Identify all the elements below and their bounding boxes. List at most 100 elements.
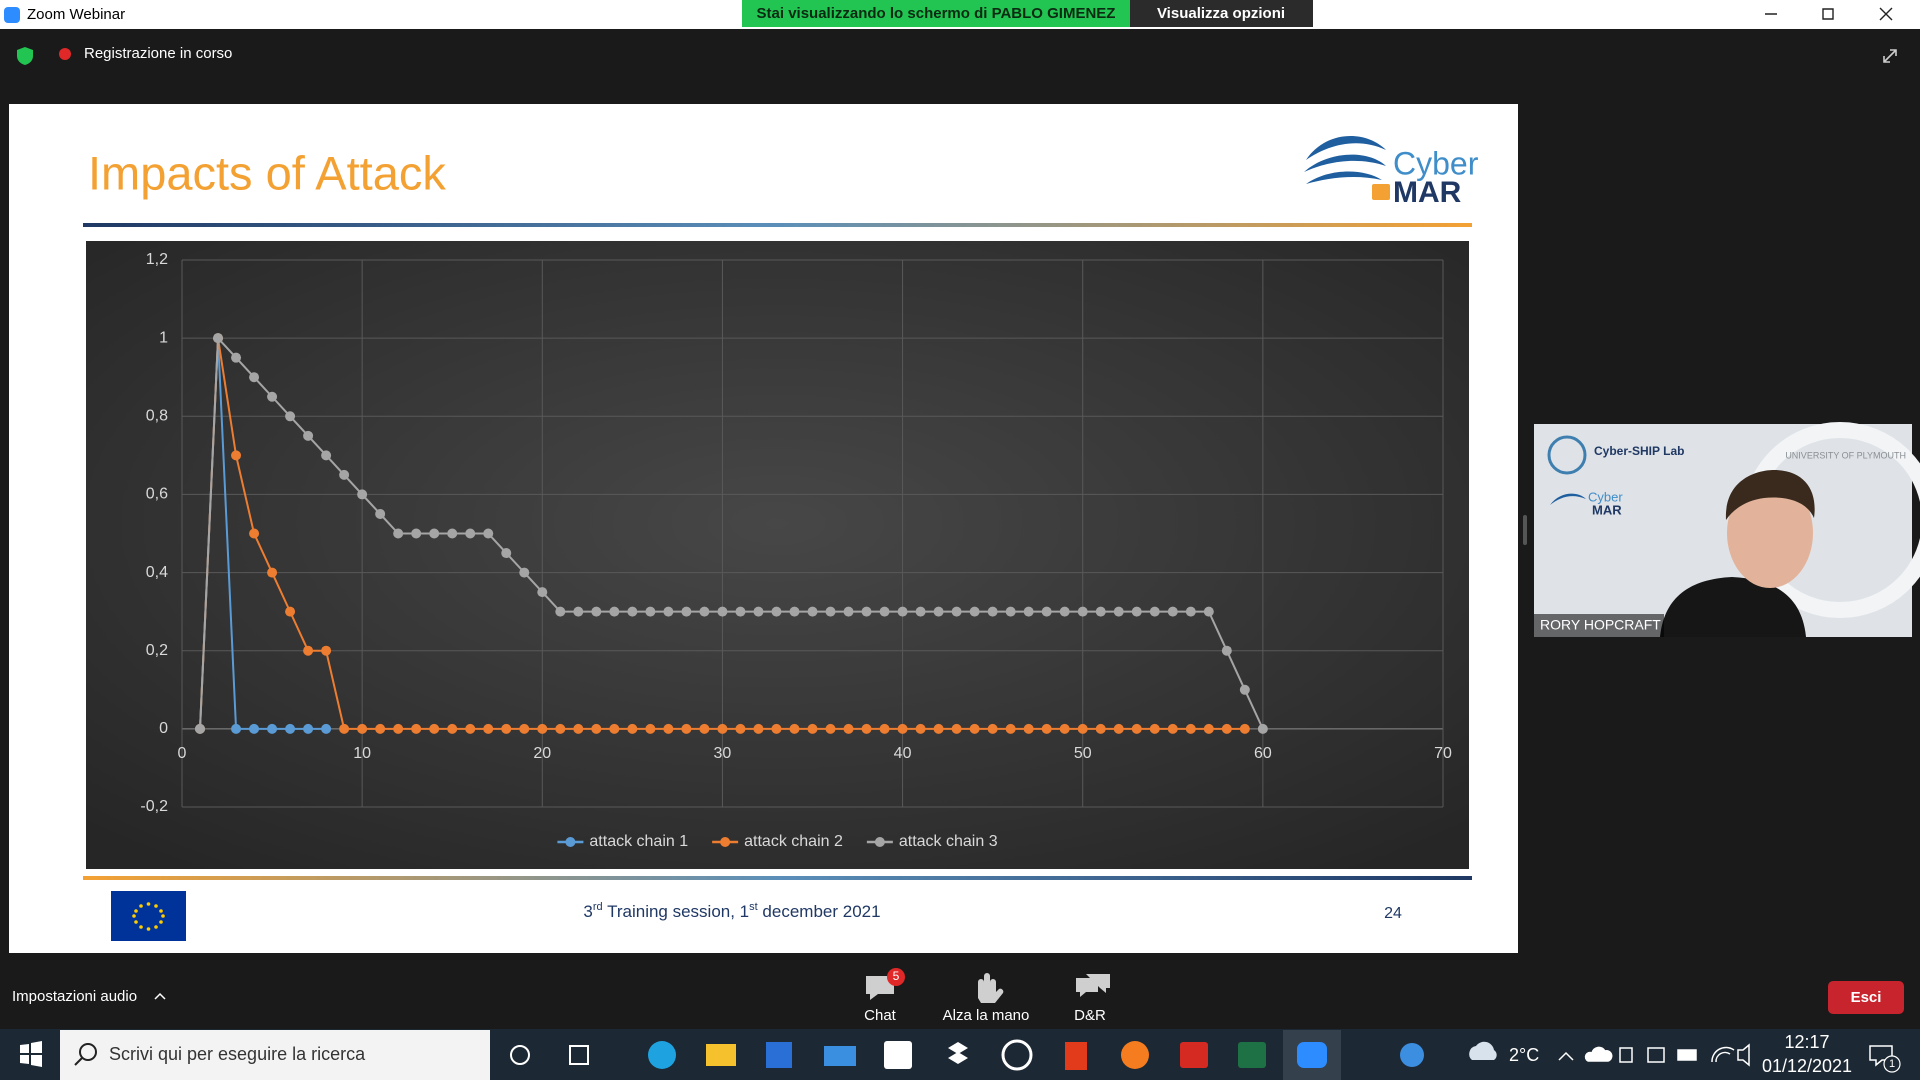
view-options[interactable]: [1130, 0, 1313, 27]
explorer-icon[interactable]: [706, 1044, 736, 1066]
clock-time[interactable]: 12:17: [1784, 1032, 1829, 1052]
mail-icon[interactable]: [824, 1046, 856, 1066]
data-point: [951, 606, 962, 617]
legend-marker: [874, 837, 885, 847]
clock-date[interactable]: 01/12/2021: [1762, 1056, 1852, 1076]
fullscreen-icon[interactable]: [1883, 49, 1897, 63]
slide-number: 24: [1384, 905, 1402, 922]
data-point: [429, 723, 440, 734]
zoom-taskbar-icon[interactable]: [1297, 1042, 1327, 1068]
chart: -0,2 0 0,2 0,4 0,6 0,8 1 1,2 0 10 20 30 40 50 60 70 atta…: [140, 251, 1452, 850]
search-icon-handle: [74, 1057, 83, 1066]
data-point: [231, 450, 242, 461]
search-placeholder[interactable]: Scrivi qui per eseguire la ricerca: [109, 1044, 366, 1064]
cybermar-logo: Cyber MAR: [1304, 136, 1479, 209]
data-point: [681, 606, 692, 617]
app-icon[interactable]: [1001, 1039, 1033, 1071]
data-point: [879, 606, 890, 617]
notification-icon[interactable]: [1869, 1045, 1893, 1067]
firefox-icon[interactable]: [1121, 1041, 1149, 1069]
legend: attack chain 1 attack chain 2 attack chain…: [557, 833, 998, 850]
office-icon[interactable]: [1065, 1042, 1087, 1070]
acrobat-icon[interactable]: [1180, 1042, 1208, 1068]
chat-label[interactable]: Chat: [864, 1007, 897, 1024]
data-point: [1059, 723, 1070, 734]
data-point: [861, 606, 872, 617]
data-point: [645, 723, 656, 734]
data-point: [303, 723, 314, 734]
raise-hand-icon[interactable]: [978, 973, 1004, 1003]
data-point: [465, 528, 476, 539]
cortana-icon[interactable]: [510, 1045, 530, 1065]
data-point: [1149, 606, 1160, 617]
search-icon: [79, 1043, 97, 1061]
data-point: [1077, 606, 1088, 617]
audio-caret[interactable]: [154, 992, 166, 1000]
person-head: [1727, 478, 1813, 588]
eu-stars: [132, 902, 165, 931]
search-box[interactable]: [60, 1030, 490, 1080]
data-point: [933, 606, 944, 617]
leave-label[interactable]: Esci: [1851, 989, 1882, 1006]
data-point: [699, 606, 710, 617]
data-point: [249, 723, 260, 734]
panel-splitter[interactable]: [1523, 515, 1527, 545]
tray-expand[interactable]: [1558, 1051, 1574, 1061]
x-tick-label: 20: [533, 745, 551, 762]
data-point: [447, 528, 458, 539]
data-point: [231, 352, 242, 363]
window-controls[interactable]: [1765, 7, 1893, 21]
chat-icon[interactable]: [866, 976, 894, 1000]
audio-settings[interactable]: Impostazioni audio: [12, 988, 137, 1005]
data-point: [717, 723, 728, 734]
data-point: [321, 645, 332, 656]
person-body: [1660, 577, 1806, 637]
excel-icon[interactable]: [1238, 1042, 1266, 1068]
data-point: [1221, 645, 1232, 656]
logo-waves: [1304, 136, 1386, 184]
weather-temp[interactable]: 2°C: [1509, 1045, 1539, 1065]
data-point: [789, 606, 800, 617]
data-point: [753, 606, 764, 617]
data-point: [501, 723, 512, 734]
qa-icon[interactable]: [1076, 974, 1110, 997]
zoom-icon: [4, 7, 20, 23]
data-point: [1131, 723, 1142, 734]
view-options-label[interactable]: Visualizza opzioni: [1157, 5, 1285, 22]
dropbox-icon[interactable]: [948, 1042, 968, 1064]
task-view-icon[interactable]: [569, 1045, 589, 1065]
data-point: [663, 723, 674, 734]
tray-icons[interactable]: [1584, 1043, 1750, 1067]
data-point: [321, 723, 332, 734]
data-point: [339, 469, 350, 480]
qa-label[interactable]: D&R: [1074, 1007, 1106, 1024]
data-point: [303, 430, 314, 441]
data-point: [1059, 606, 1070, 617]
data-point: [429, 528, 440, 539]
chat-badge: [887, 968, 905, 986]
amazon-icon[interactable]: [884, 1041, 912, 1069]
data-point: [1239, 684, 1250, 695]
data-point: [1041, 723, 1052, 734]
leave-button[interactable]: [1828, 981, 1904, 1014]
data-point: [1005, 723, 1016, 734]
logo-waves: [1550, 493, 1586, 505]
data-point: [537, 723, 548, 734]
legend-marker: [720, 837, 731, 847]
raise-hand-label[interactable]: Alza la mano: [943, 1007, 1030, 1024]
security-icon[interactable]: [17, 47, 33, 65]
data-point: [537, 587, 548, 598]
data-point: [483, 723, 494, 734]
data-point: [267, 391, 278, 402]
weather-icon[interactable]: [1469, 1041, 1497, 1060]
store-icon[interactable]: [766, 1042, 792, 1068]
data-point: [573, 723, 584, 734]
data-point: [1077, 723, 1088, 734]
data-point: [681, 723, 692, 734]
data-point: [591, 606, 602, 617]
start-button[interactable]: [20, 1041, 42, 1067]
data-point: [573, 606, 584, 617]
edge-icon[interactable]: [648, 1041, 676, 1069]
data-point: [1023, 606, 1034, 617]
help-icon[interactable]: [1400, 1043, 1424, 1067]
